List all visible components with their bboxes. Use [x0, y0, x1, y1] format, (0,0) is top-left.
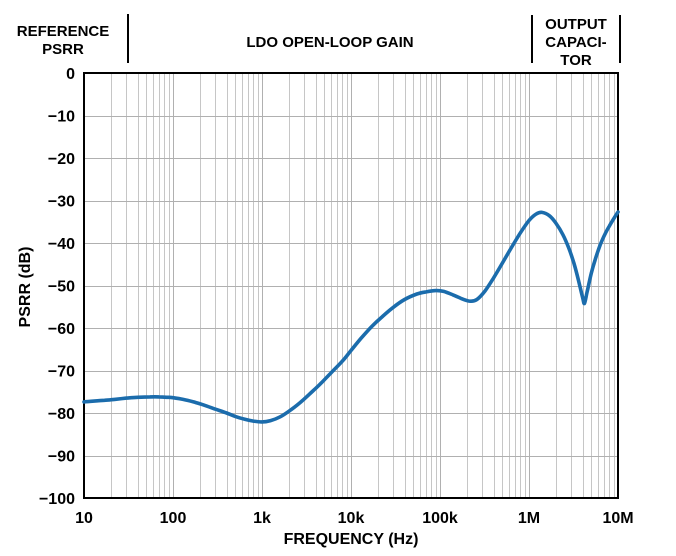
y-axis-title: PSRR (dB) — [17, 246, 34, 328]
region-label-ldo-open-loop-gain: LDO OPEN-LOOP GAIN — [246, 34, 414, 51]
y-tick-label: −30 — [48, 194, 75, 211]
y-tick-label: −50 — [48, 279, 75, 296]
y-tick-label: −20 — [48, 151, 75, 168]
region-divider-right — [619, 15, 621, 63]
x-tick-label: 10M — [602, 510, 633, 527]
y-tick-label: −40 — [48, 236, 75, 253]
y-tick-label: −60 — [48, 321, 75, 338]
y-tick-label: 0 — [66, 66, 75, 83]
region-label-reference-psrr: REFERENCE PSRR — [16, 23, 110, 58]
psrr-curve — [82, 210, 620, 424]
y-tick-label: −100 — [39, 491, 75, 508]
region-label-output-capacitor: OUTPUT CAPACI- TOR — [545, 16, 607, 69]
x-tick-label: 100 — [160, 510, 187, 527]
plot-border — [83, 72, 619, 499]
x-tick-label: 10 — [75, 510, 93, 527]
x-axis-title: FREQUENCY (Hz) — [283, 531, 419, 548]
x-tick-label: 10k — [338, 510, 365, 527]
x-tick-label: 1k — [253, 510, 271, 527]
x-tick-label: 1M — [518, 510, 540, 527]
y-tick-label: −80 — [48, 406, 75, 423]
region-divider-middle — [531, 15, 533, 63]
y-tick-label: −10 — [48, 109, 75, 126]
x-tick-label: 100k — [422, 510, 458, 527]
y-tick-label: −70 — [48, 364, 75, 381]
y-tick-label: −90 — [48, 449, 75, 466]
region-divider-left — [127, 14, 129, 63]
